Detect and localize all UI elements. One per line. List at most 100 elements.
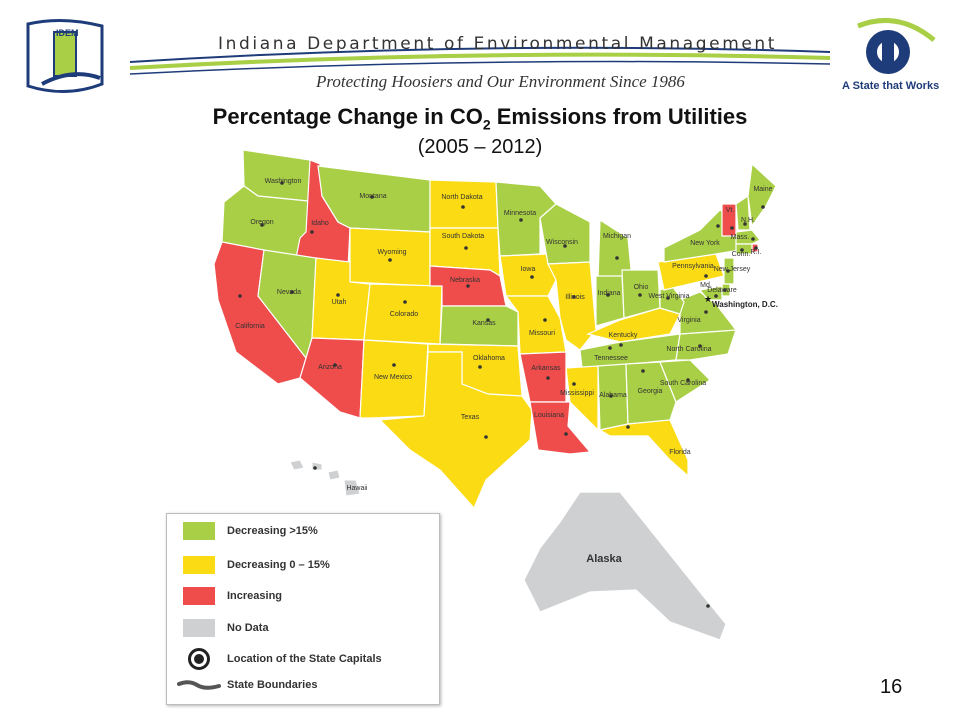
state-new-mexico bbox=[359, 339, 429, 419]
state-label-north-carolina: North Carolina bbox=[666, 346, 711, 353]
state-label-rhode-island: R.I. bbox=[751, 249, 762, 256]
state-kansas bbox=[439, 305, 519, 347]
capital-dot-alaska bbox=[706, 604, 710, 608]
map-legend: Decreasing >15% Decreasing 0 – 15% Incre… bbox=[166, 513, 440, 705]
state-label-new-york: New York bbox=[690, 240, 720, 247]
capital-dot-minnesota bbox=[519, 218, 523, 222]
capital-dot-mississippi bbox=[572, 382, 576, 386]
capital-dot-wisconsin bbox=[563, 244, 567, 248]
state-maine bbox=[747, 162, 777, 228]
state-iowa bbox=[499, 253, 557, 297]
capital-dot-california bbox=[238, 294, 242, 298]
state-label-michigan: Michigan bbox=[603, 233, 631, 240]
state-label-delaware: Delaware bbox=[707, 287, 737, 294]
state-label-north-dakota: North Dakota bbox=[441, 194, 482, 201]
dc-label: Washington, D.C. bbox=[712, 300, 778, 309]
legend-label: Decreasing >15% bbox=[227, 525, 318, 537]
legend-label: Location of the State Capitals bbox=[227, 653, 382, 665]
legend-swatch bbox=[183, 556, 215, 574]
capital-dot-hawaii bbox=[313, 466, 317, 470]
state-west-virginia bbox=[659, 285, 685, 315]
capital-dot-wyoming bbox=[388, 258, 392, 262]
state-connecticut bbox=[735, 243, 753, 255]
capital-dot-idaho bbox=[310, 230, 314, 234]
capital-dot-connecticut bbox=[740, 248, 744, 252]
capital-dot-massachusetts bbox=[751, 237, 755, 241]
state-wyoming bbox=[349, 227, 431, 287]
state-label-florida: Florida bbox=[669, 449, 691, 456]
state-label-wyoming: Wyoming bbox=[377, 249, 406, 256]
legend-label: Decreasing 0 – 15% bbox=[227, 559, 330, 571]
legend-swatch bbox=[183, 522, 215, 540]
page-title: Percentage Change in CO2 Emissions from … bbox=[212, 104, 748, 133]
state-label-montana: Montana bbox=[359, 193, 386, 200]
state-texas bbox=[378, 351, 533, 510]
capital-dot-nebraska bbox=[466, 284, 470, 288]
agency-name: Indiana Department of Environmental Mana… bbox=[218, 34, 778, 54]
capital-dot-south-carolina bbox=[686, 378, 690, 382]
capital-dot-south-dakota bbox=[464, 246, 468, 250]
capital-dot-indiana bbox=[606, 293, 610, 297]
page-subtitle: (2005 – 2012) bbox=[417, 136, 543, 158]
state-label-texas: Texas bbox=[461, 414, 480, 421]
capital-dot-montana bbox=[370, 195, 374, 199]
state-slogan: A State that Works bbox=[842, 80, 940, 92]
state-label-arizona: Arizona bbox=[318, 364, 342, 371]
state-label-wisconsin: Wisconsin bbox=[546, 239, 578, 246]
state-north-dakota bbox=[429, 179, 499, 229]
state-label-kentucky: Kentucky bbox=[609, 332, 638, 339]
state-label-illinois: Illinois bbox=[565, 294, 585, 301]
capital-dot-new-york bbox=[716, 224, 720, 228]
state-label-minnesota: Minnesota bbox=[504, 210, 536, 217]
legend-item-decreasing-gt15: Decreasing >15% bbox=[183, 520, 318, 542]
capital-dot-kansas bbox=[486, 318, 490, 322]
capital-dot-florida bbox=[626, 425, 630, 429]
state-alaska bbox=[523, 491, 727, 641]
state-south-carolina bbox=[659, 359, 711, 403]
state-georgia bbox=[625, 361, 677, 425]
slide-header: IDEM Indiana Department of Environmental… bbox=[0, 0, 960, 100]
legend-item-boundary: State Boundaries bbox=[177, 674, 317, 696]
capital-dot-delaware bbox=[723, 288, 727, 292]
capital-dot-rhode-island bbox=[754, 246, 758, 250]
capital-dot-oregon bbox=[260, 223, 264, 227]
state-mississippi bbox=[565, 365, 599, 432]
legend-item-decreasing-0-15: Decreasing 0 – 15% bbox=[183, 554, 330, 576]
capital-dot-nevada bbox=[290, 290, 294, 294]
capital-dot-tennessee bbox=[608, 346, 612, 350]
state-label-maine: Maine bbox=[753, 186, 772, 193]
capital-dot-utah bbox=[336, 293, 340, 297]
state-label-utah: Utah bbox=[332, 299, 347, 306]
state-indiana bbox=[595, 275, 625, 327]
state-minnesota bbox=[495, 181, 557, 257]
capital-dot-iowa bbox=[530, 275, 534, 279]
state-label-south-dakota: South Dakota bbox=[442, 233, 485, 240]
state-label-arkansas: Arkansas bbox=[531, 365, 561, 372]
capital-dot-vermont bbox=[730, 226, 734, 230]
state-label-pennsylvania: Pennsylvania bbox=[672, 263, 714, 270]
capital-dot-oklahoma bbox=[478, 365, 482, 369]
state-label-mississippi: Mississippi bbox=[560, 390, 594, 397]
state-label-new-jersey: New Jersey bbox=[714, 266, 751, 273]
state-label-missouri: Missouri bbox=[529, 330, 556, 337]
state-label-south-carolina: South Carolina bbox=[660, 380, 706, 387]
state-label-colorado: Colorado bbox=[390, 311, 419, 318]
state-hawaii-island-3 bbox=[343, 479, 361, 497]
state-label-california: California bbox=[235, 323, 265, 330]
capital-dot-michigan bbox=[615, 256, 619, 260]
header-swoosh bbox=[129, 46, 831, 75]
capital-dot-illinois bbox=[572, 295, 576, 299]
agency-tagline: Protecting Hoosiers and Our Environment … bbox=[316, 72, 685, 91]
state-label-nebraska: Nebraska bbox=[450, 277, 480, 284]
capital-dot-maryland bbox=[714, 294, 718, 298]
state-hawaii-island-0 bbox=[289, 459, 305, 471]
capital-dot-north-dakota bbox=[461, 205, 465, 209]
state-that-works-logo bbox=[838, 16, 942, 98]
capital-dot-alabama bbox=[609, 394, 613, 398]
state-label-maryland: Md. bbox=[700, 282, 712, 289]
state-arizona bbox=[299, 337, 365, 419]
capital-dot-colorado bbox=[403, 300, 407, 304]
state-florida bbox=[598, 419, 689, 478]
capital-dot-georgia bbox=[641, 369, 645, 373]
